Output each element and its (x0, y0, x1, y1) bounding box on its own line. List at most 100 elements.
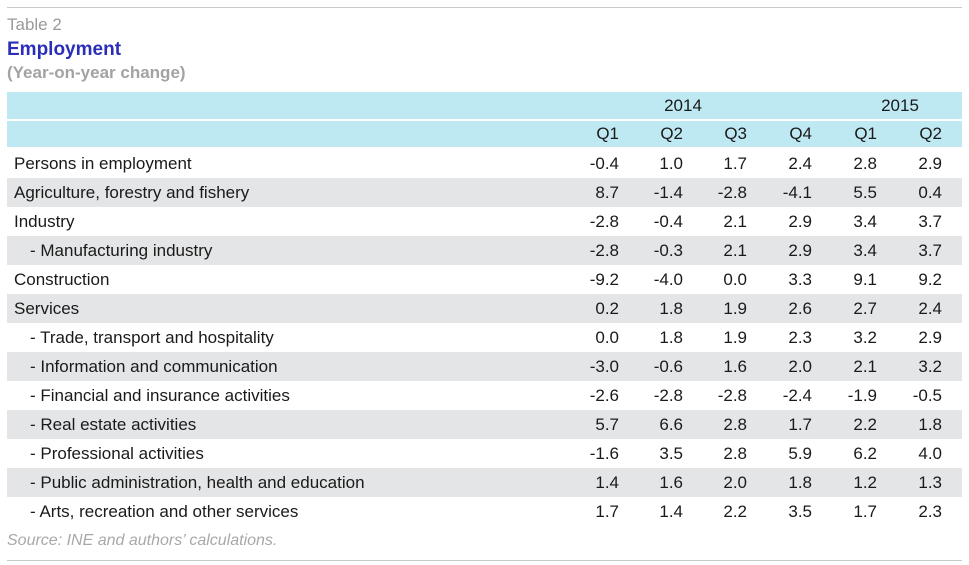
cell-value: -2.8 (653, 386, 683, 405)
cell-value: -1.4 (653, 183, 683, 202)
cell-value: 2.9 (788, 212, 812, 231)
table-row: - Financial and insurance activities -2.… (7, 381, 962, 410)
table-row: - Arts, recreation and other services 1.… (7, 497, 962, 526)
cell-value: -2.8 (717, 183, 747, 202)
cell-value: 2.2 (723, 502, 747, 521)
row-label: Construction (14, 270, 110, 289)
cell-value: 1.0 (659, 154, 683, 173)
year-header-2015: 2015 (881, 96, 919, 115)
quarter-header-row: Q1 Q2 Q3 Q4 Q1 Q2 (7, 121, 962, 147)
year-header-row: 2014 2015 (7, 92, 962, 119)
row-label: Persons in employment (14, 154, 192, 173)
cell-value: 2.0 (788, 357, 812, 376)
cell-value: 2.7 (853, 299, 877, 318)
cell-value: 6.2 (853, 444, 877, 463)
cell-value: 2.8 (723, 444, 747, 463)
cell-value: -4.1 (782, 183, 812, 202)
cell-value: 1.3 (918, 473, 942, 492)
table-title: Employment (7, 39, 122, 60)
cell-value: -0.5 (912, 386, 942, 405)
cell-value: 1.4 (659, 502, 683, 521)
cell-value: -3.0 (589, 357, 619, 376)
cell-value: 2.2 (853, 415, 877, 434)
cell-value: 4.0 (918, 444, 942, 463)
cell-value: 9.2 (918, 270, 942, 289)
quarter-header-2014-q4: Q4 (789, 124, 812, 143)
data-table: Persons in employment -0.4 1.0 1.7 2.4 2… (7, 149, 962, 526)
cell-value: -0.4 (653, 212, 683, 231)
row-label: - Information and communication (30, 357, 278, 376)
cell-value: 6.6 (659, 415, 683, 434)
cell-value: 1.8 (918, 415, 942, 434)
cell-value: 3.4 (853, 241, 877, 260)
cell-value: 3.7 (918, 212, 942, 231)
cell-value: 3.5 (659, 444, 683, 463)
cell-value: 1.7 (853, 502, 877, 521)
quarter-header-2015-q1: Q1 (854, 124, 877, 143)
table-row: Agriculture, forestry and fishery 8.7 -1… (7, 178, 962, 207)
table-row: - Professional activities -1.6 3.5 2.8 5… (7, 439, 962, 468)
row-label: Services (14, 299, 80, 318)
cell-value: 1.7 (595, 502, 619, 521)
cell-value: 2.3 (918, 502, 942, 521)
row-label: Industry (14, 212, 75, 231)
quarter-header-2015-q2: Q2 (919, 124, 942, 143)
cell-value: 1.4 (595, 473, 619, 492)
cell-value: 2.0 (723, 473, 747, 492)
cell-value: 2.9 (918, 154, 942, 173)
row-label: - Manufacturing industry (30, 241, 213, 260)
table-row: Industry -2.8 -0.4 2.1 2.9 3.4 3.7 (7, 207, 962, 236)
cell-value: 1.8 (788, 473, 812, 492)
cell-value: 2.9 (918, 328, 942, 347)
table-row: - Information and communication -3.0 -0.… (7, 352, 962, 381)
cell-value: 2.3 (788, 328, 812, 347)
cell-value: 5.7 (595, 415, 619, 434)
cell-value: 2.9 (788, 241, 812, 260)
cell-value: 1.7 (723, 154, 747, 173)
source-note: Source: INE and authors’ calculations. (7, 532, 278, 549)
cell-value: 0.0 (595, 328, 619, 347)
cell-value: 2.1 (723, 241, 747, 260)
cell-value: 3.2 (918, 357, 942, 376)
cell-value: -9.2 (589, 270, 619, 289)
cell-value: 2.8 (723, 415, 747, 434)
cell-value: -1.6 (589, 444, 619, 463)
cell-value: 1.9 (723, 328, 747, 347)
cell-value: -2.4 (782, 386, 812, 405)
table-row: Services 0.2 1.8 1.9 2.6 2.7 2.4 (7, 294, 962, 323)
table-row: - Real estate activities 5.7 6.6 2.8 1.7… (7, 410, 962, 439)
row-label: - Public administration, health and educ… (30, 473, 365, 492)
quarter-header-2014-q3: Q3 (724, 124, 747, 143)
cell-value: 1.8 (659, 299, 683, 318)
quarter-header-2014-q2: Q2 (660, 124, 683, 143)
table-subtitle: (Year-on-year change) (7, 63, 186, 82)
cell-value: 2.4 (918, 299, 942, 318)
year-header-2014: 2014 (664, 96, 702, 115)
cell-value: -0.6 (653, 357, 683, 376)
cell-value: 2.1 (723, 212, 747, 231)
row-label: - Professional activities (30, 444, 204, 463)
cell-value: -0.3 (653, 241, 683, 260)
cell-value: 3.4 (853, 212, 877, 231)
cell-value: 2.6 (788, 299, 812, 318)
cell-value: 1.9 (723, 299, 747, 318)
cell-value: 3.2 (853, 328, 877, 347)
cell-value: 3.5 (788, 502, 812, 521)
cell-value: 1.7 (788, 415, 812, 434)
cell-value: 1.6 (723, 357, 747, 376)
cell-value: -2.8 (589, 241, 619, 260)
cell-value: 1.6 (659, 473, 683, 492)
table-label: Table 2 (7, 15, 62, 34)
cell-value: 5.9 (788, 444, 812, 463)
table-row: - Manufacturing industry -2.8 -0.3 2.1 2… (7, 236, 962, 265)
cell-value: 8.7 (595, 183, 619, 202)
cell-value: 9.1 (853, 270, 877, 289)
cell-value: 0.2 (595, 299, 619, 318)
table-row: - Trade, transport and hospitality 0.0 1… (7, 323, 962, 352)
cell-value: -2.8 (717, 386, 747, 405)
cell-value: -2.8 (589, 212, 619, 231)
table-row: - Public administration, health and educ… (7, 468, 962, 497)
quarter-header-2014-q1: Q1 (596, 124, 619, 143)
row-label: - Real estate activities (30, 415, 197, 434)
row-label: Agriculture, forestry and fishery (14, 183, 250, 202)
